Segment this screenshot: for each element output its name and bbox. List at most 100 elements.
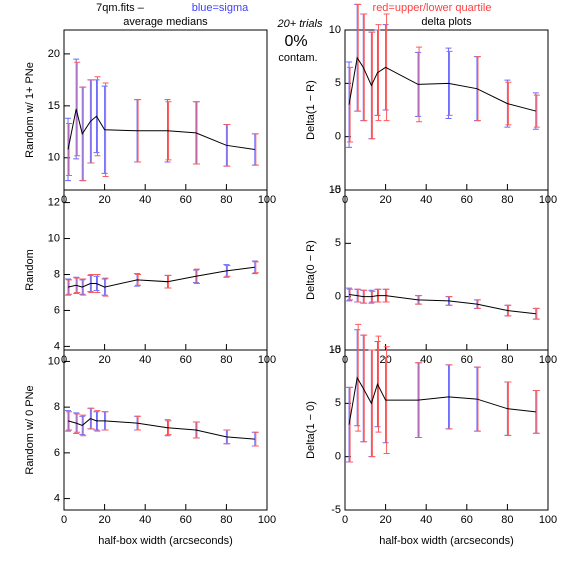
contam-value: 0% (284, 33, 307, 50)
y-axis-label: Delta(1 − R) (305, 80, 317, 140)
x-tick-label: 60 (180, 514, 192, 526)
quartile-note: red=upper/lower quartile (373, 2, 492, 14)
x-tick-label: 40 (139, 354, 151, 366)
x-tick-label: 20 (98, 514, 110, 526)
file-name: 7qm.fits – (96, 2, 145, 14)
y-tick-label: 4 (54, 492, 60, 504)
y-axis-label: Random w/ 1+ PNe (24, 62, 36, 158)
x-tick-label: 100 (258, 514, 276, 526)
y-tick-label: 0 (335, 291, 341, 303)
x-tick-label: 20 (379, 194, 391, 206)
x-tick-label: 60 (461, 514, 473, 526)
x-tick-label: 20 (98, 194, 110, 206)
quartile-bar (375, 335, 382, 433)
x-tick-label: 80 (501, 194, 513, 206)
median-line (67, 266, 255, 288)
sigma-bar (346, 287, 353, 302)
y-tick-label: 10 (329, 344, 341, 356)
quartile-bar (361, 13, 368, 122)
median-line (67, 108, 255, 150)
x-tick-label: 40 (420, 194, 432, 206)
y-tick-label: 5 (335, 397, 341, 409)
quartile-bar (66, 123, 73, 176)
y-tick-label: 10 (329, 184, 341, 196)
x-axis-label: half-box width (arcseconds) (379, 535, 514, 547)
y-tick-label: 8 (54, 401, 60, 413)
y-tick-label: -5 (331, 184, 341, 196)
x-tick-label: 80 (501, 514, 513, 526)
quartile-bar (533, 390, 540, 434)
y-tick-label: -5 (331, 344, 341, 356)
plot-frame (63, 349, 268, 511)
quartile-bar (347, 66, 354, 143)
y-tick-label: 10 (48, 152, 60, 164)
x-tick-label: 40 (420, 354, 432, 366)
panel-title: average medians (123, 16, 208, 28)
y-tick-label: 15 (48, 100, 60, 112)
x-tick-label: 0 (61, 514, 67, 526)
x-axis-label: half-box width (arcseconds) (98, 535, 233, 547)
y-axis-label: Random (24, 249, 36, 291)
y-tick-label: 12 (48, 196, 60, 208)
y-tick-label: -5 (331, 504, 341, 516)
x-tick-label: 60 (180, 354, 192, 366)
x-tick-label: 0 (342, 514, 348, 526)
plot-frame (63, 29, 268, 191)
x-tick-label: 80 (220, 194, 232, 206)
y-tick-label: 5 (335, 77, 341, 89)
plot-frame (344, 29, 549, 191)
median-line (348, 294, 536, 315)
sigma-bar (65, 117, 72, 182)
x-tick-label: 80 (220, 514, 232, 526)
quartile-bar (355, 323, 362, 432)
sigma-bar (65, 410, 72, 432)
quartile-bar (88, 79, 95, 164)
x-tick-label: 40 (420, 514, 432, 526)
quartile-bar (369, 31, 376, 140)
quartile-bar (94, 76, 101, 157)
x-tick-label: 60 (180, 194, 192, 206)
trials: 20+ trials (277, 18, 323, 30)
y-axis-label: Delta(0 − R) (305, 240, 317, 300)
plot-frame (344, 189, 549, 351)
sigma-bar (65, 278, 72, 296)
x-tick-label: 100 (539, 514, 557, 526)
quartile-bar (361, 334, 368, 443)
quartile-bar (533, 94, 540, 128)
quartile-bar (533, 307, 540, 320)
quartile-bar (252, 133, 259, 166)
quartile-bar (347, 386, 354, 463)
x-tick-label: 80 (501, 354, 513, 366)
quartile-bar (252, 431, 259, 447)
y-tick-label: 0 (335, 451, 341, 463)
y-axis-label: Delta(1 − 0) (305, 401, 317, 459)
quartile-bar (355, 3, 362, 112)
y-axis-label: Random w/ 0 PNe (24, 385, 36, 474)
y-tick-label: 10 (48, 232, 60, 244)
y-tick-label: 10 (329, 24, 341, 36)
median-line (348, 56, 536, 112)
median-line (67, 417, 255, 440)
y-tick-label: 4 (54, 340, 60, 352)
y-tick-label: 6 (54, 447, 60, 459)
y-tick-label: 6 (54, 304, 60, 316)
x-tick-label: 40 (139, 514, 151, 526)
median-line (348, 376, 536, 425)
quartile-bar (369, 349, 376, 458)
quartile-bar (80, 414, 87, 437)
y-tick-label: 20 (48, 48, 60, 60)
y-tick-label: 0 (335, 131, 341, 143)
sigma-bar (346, 386, 353, 463)
x-tick-label: 20 (98, 354, 110, 366)
y-tick-label: 10 (48, 355, 60, 367)
x-tick-label: 20 (379, 514, 391, 526)
panel-title: delta plots (421, 16, 472, 28)
x-tick-label: 80 (220, 354, 232, 366)
x-tick-label: 60 (461, 354, 473, 366)
quartile-bar (375, 24, 382, 122)
quartile-bar (80, 86, 87, 182)
y-tick-label: 5 (335, 237, 341, 249)
contam-label: contam. (278, 52, 317, 64)
y-tick-label: 8 (54, 268, 60, 280)
